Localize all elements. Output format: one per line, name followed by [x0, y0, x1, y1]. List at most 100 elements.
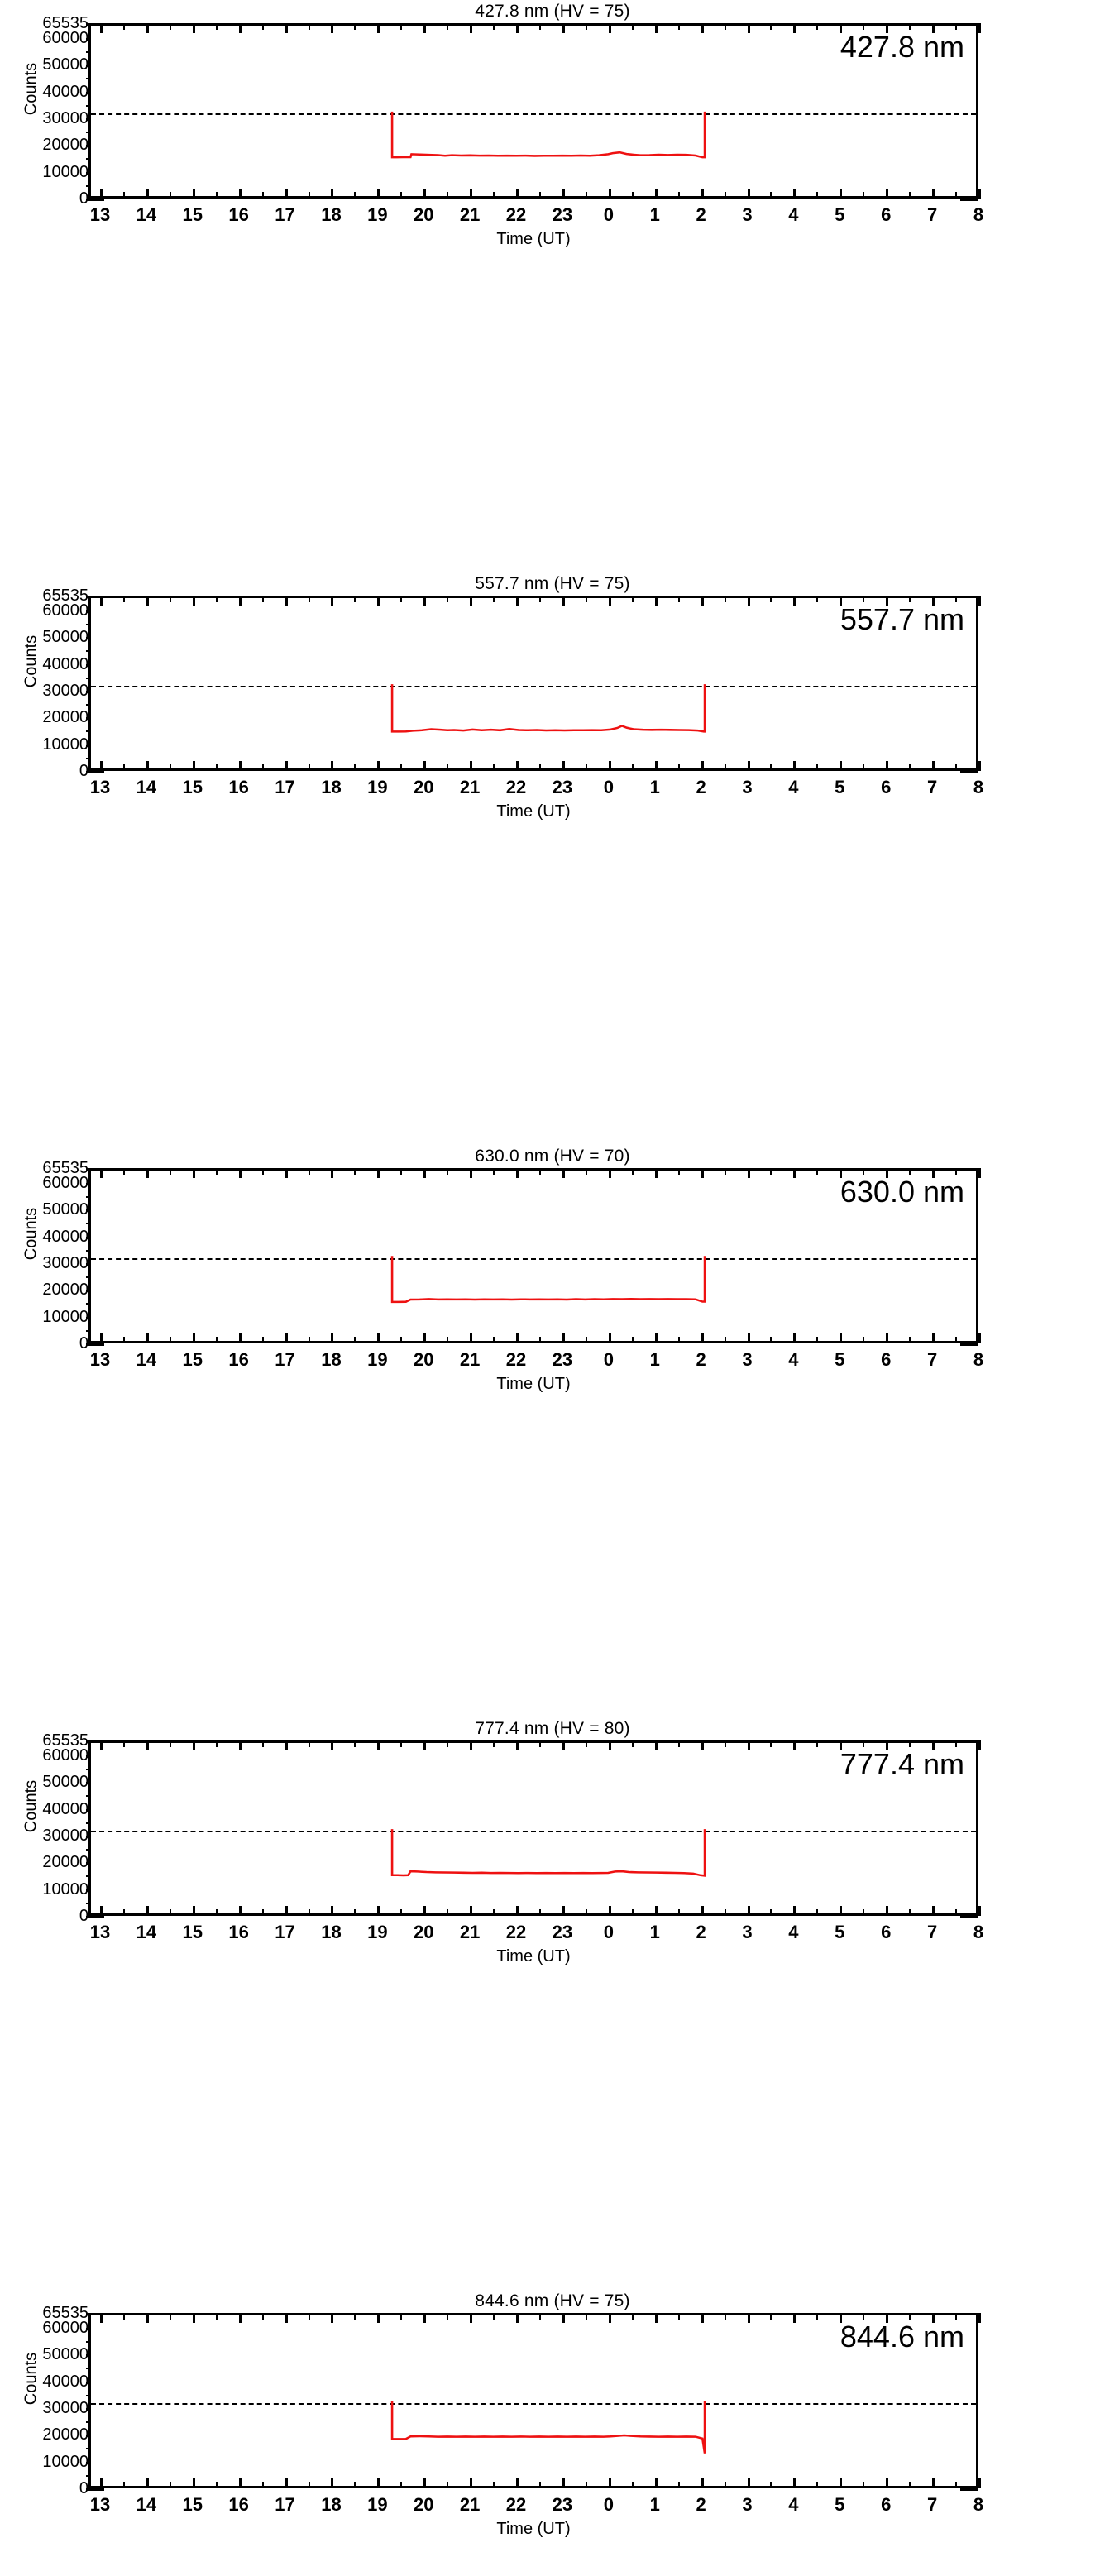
x-tick-minor	[261, 1740, 264, 1747]
x-tick-minor	[585, 1337, 587, 1343]
x-tick-minor	[955, 23, 958, 30]
x-tick-minor	[585, 2313, 587, 2320]
x-tick-minor	[447, 764, 449, 771]
x-tick-major	[423, 761, 427, 771]
x-tick-label: 22	[505, 1349, 527, 1370]
x-tick-major	[516, 189, 519, 199]
x-tick-major	[654, 1168, 658, 1178]
x-tick-minor	[770, 2313, 773, 2320]
x-tick-minor	[863, 764, 865, 771]
x-tick-minor	[770, 2482, 773, 2488]
x-tick-major	[423, 189, 427, 199]
x-tick-major	[886, 1168, 889, 1178]
x-tick-major	[331, 2478, 334, 2488]
x-tick-major	[793, 2478, 796, 2488]
x-tick-minor	[122, 192, 125, 199]
data-trace-630-0-nm	[390, 1256, 706, 1304]
x-tick-label: 20	[413, 1349, 434, 1370]
x-tick-minor	[215, 192, 218, 199]
x-tick-minor	[816, 1168, 819, 1175]
x-tick-label: 20	[413, 777, 434, 797]
x-tick-major	[192, 23, 195, 33]
x-tick-major	[932, 1740, 935, 1750]
x-tick-major	[377, 189, 380, 199]
x-tick-minor	[909, 2313, 911, 2320]
x-tick-major	[978, 1168, 981, 1178]
x-tick-minor	[631, 764, 634, 771]
x-tick-minor	[308, 596, 310, 602]
x-tick-major	[747, 23, 750, 33]
x-tick-minor	[447, 1337, 449, 1343]
x-tick-label: 0	[603, 204, 614, 225]
x-tick-major	[978, 761, 981, 771]
x-tick-minor	[816, 192, 819, 199]
y-tick-label: 0	[79, 1907, 88, 1925]
x-tick-minor	[724, 596, 726, 602]
x-tick-label: 1	[649, 204, 660, 225]
x-tick-major	[978, 1740, 981, 1750]
x-tick-major	[516, 596, 519, 606]
y-tick-label-group: 65535 60000 50000 40000 30000 20000 10000 0	[0, 587, 88, 779]
x-tick-minor	[447, 2313, 449, 2320]
x-tick-major	[932, 23, 935, 33]
x-tick-label: 2	[696, 204, 706, 225]
x-tick-major	[932, 1906, 935, 1916]
x-tick-major	[840, 1906, 843, 1916]
y-tick-label: 30000	[42, 2398, 88, 2417]
x-tick-minor	[215, 596, 218, 602]
x-tick-major	[562, 596, 565, 606]
x-tick-major	[562, 2478, 565, 2488]
x-tick-label: 5	[835, 1349, 845, 1370]
x-tick-major	[146, 1168, 149, 1178]
x-tick-major	[146, 1906, 149, 1916]
x-tick-major	[562, 1333, 565, 1343]
x-tick-minor	[724, 2482, 726, 2488]
x-tick-major	[701, 2478, 704, 2488]
y-tick-label: 40000	[42, 1799, 88, 1818]
panel-2: 557.7 nm (HV = 75) Counts 65535 60000 50000 4…	[0, 572, 1105, 859]
x-tick-minor	[400, 2482, 403, 2488]
x-tick-label: 5	[835, 777, 845, 797]
y-tick-label: 60000	[42, 2318, 88, 2337]
x-tick-minor	[122, 1337, 125, 1343]
x-tick-minor	[863, 1740, 865, 1747]
x-tick-major	[701, 1168, 704, 1178]
x-tick-minor	[724, 1168, 726, 1175]
x-tick-major	[747, 1740, 750, 1750]
x-tick-major	[331, 23, 334, 33]
x-tick-minor	[261, 596, 264, 602]
x-tick-major	[932, 1168, 935, 1178]
panel-wavelength-label: 630.0 nm	[840, 1175, 964, 1209]
x-tick-label: 3	[742, 204, 753, 225]
y-tick-label: 50000	[42, 2345, 88, 2364]
x-tick-label: 7	[926, 204, 938, 225]
x-tick-label: 22	[505, 1922, 527, 1942]
x-tick-major	[932, 2313, 935, 2323]
x-tick-minor	[909, 1740, 911, 1747]
x-tick-major	[747, 2313, 750, 2323]
x-tick-label: 17	[275, 1349, 295, 1370]
x-tick-major	[99, 2313, 103, 2323]
x-tick-major	[932, 761, 935, 771]
x-tick-major	[840, 2313, 843, 2323]
y-tick-label: 20000	[42, 1853, 88, 1872]
x-tick-minor	[215, 764, 218, 771]
x-tick-major	[793, 1168, 796, 1178]
y-tick-label: 40000	[42, 82, 88, 101]
x-tick-label: 23	[552, 2494, 573, 2515]
x-tick-minor	[122, 2313, 125, 2320]
x-tick-major	[331, 189, 334, 199]
panel-title: 844.6 nm (HV = 75)	[475, 2291, 630, 2310]
x-tick-major	[701, 596, 704, 606]
x-tick-minor	[400, 1740, 403, 1747]
y-tick-label: 40000	[42, 654, 88, 673]
x-tick-major	[331, 596, 334, 606]
x-tick-minor	[354, 2313, 356, 2320]
x-tick-major	[840, 2478, 843, 2488]
x-tick-minor	[955, 192, 958, 199]
x-tick-label: 3	[742, 777, 753, 797]
x-tick-major	[886, 1333, 889, 1343]
x-tick-major	[285, 1333, 288, 1343]
x-tick-major	[654, 1740, 658, 1750]
x-axis-ticks-top	[88, 2313, 981, 2325]
